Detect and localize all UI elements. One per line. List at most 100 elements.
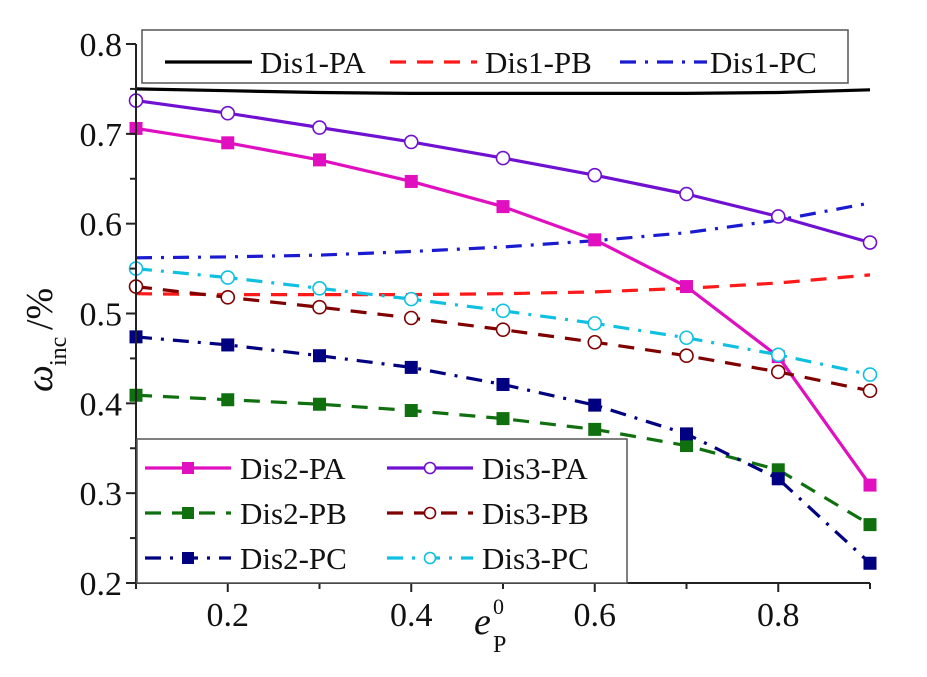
legend-swatch-marker [182, 462, 194, 474]
legend-label: Dis2-PB [240, 496, 347, 531]
legend-entry-dis2-pa: Dis2-PA [145, 451, 346, 486]
legend-entry-dis3-pa: Dis3-PA [387, 451, 588, 486]
data-point [680, 439, 693, 453]
x-tick-label: 0.4 [390, 597, 433, 634]
y-tick-label: 0.4 [80, 386, 123, 423]
x-axis-label-base: e [474, 601, 491, 643]
series-line [135, 201, 871, 260]
legend-top: Dis1-PA Dis1-PB Dis1-PC [141, 29, 849, 84]
series-dis2-pc [129, 330, 877, 570]
data-point [770, 209, 786, 224]
data-point [404, 174, 418, 188]
data-point [588, 398, 602, 412]
x-axis-label-subscript: P [493, 632, 506, 658]
series-layer [128, 87, 878, 570]
y-axis-label-subscript: inc [46, 337, 72, 366]
data-point [404, 360, 418, 374]
y-tick-label: 0.6 [80, 207, 123, 244]
legend-label: Dis2-PC [240, 541, 347, 576]
data-point [679, 348, 694, 364]
data-point [220, 270, 236, 285]
data-point [312, 299, 327, 315]
data-point [679, 330, 694, 346]
data-point [496, 200, 510, 214]
data-point [862, 383, 878, 399]
legend-entry-dis1-pb: Dis1-PB [390, 45, 592, 80]
data-point [863, 556, 877, 570]
data-point [313, 153, 326, 167]
data-point [496, 377, 510, 391]
y-axis-label: ω inc /% [19, 288, 72, 392]
series-line [135, 267, 871, 377]
data-point [863, 478, 877, 492]
legend-label: Dis2-PA [240, 451, 346, 486]
data-point [680, 427, 693, 441]
legend-label: Dis1-PC [710, 45, 817, 80]
data-point [495, 303, 511, 319]
data-point [221, 338, 235, 352]
series-line [135, 87, 871, 96]
data-point [587, 167, 603, 183]
series-line [135, 273, 871, 297]
legend-entry-dis3-pb: Dis3-PB [387, 496, 589, 531]
data-point [495, 150, 511, 166]
y-tick-label: 0.5 [80, 297, 123, 334]
x-tick-label: 0.8 [757, 597, 800, 634]
data-point [313, 349, 326, 363]
y-tick-label: 0.8 [80, 27, 123, 64]
series-dis1-pc [135, 201, 871, 260]
x-tick-label: 0.6 [574, 597, 617, 634]
series-line [135, 99, 871, 245]
data-point [404, 404, 418, 418]
x-axis-label-superscript: 0 [493, 594, 504, 619]
legend-swatch-marker [423, 461, 437, 475]
data-point [862, 235, 878, 250]
data-point [770, 364, 786, 380]
data-point [312, 120, 327, 135]
y-axis-label-suffix: /% [19, 288, 61, 330]
legend-bottom: Dis2-PA Dis3-PA Dis2-PB Dis3-PB Dis2-PC Dis3-… [136, 438, 628, 584]
data-point [496, 412, 510, 426]
data-point [770, 347, 786, 363]
legend-label: Dis3-PA [482, 451, 588, 486]
legend-bottom-box [136, 438, 628, 584]
series-dis1-pb [135, 273, 871, 297]
series-dis3-pa [128, 93, 878, 250]
legend-entry-dis1-pc: Dis1-PC [620, 45, 817, 80]
legend-entry-dis3-pc: Dis3-PC [387, 541, 589, 576]
legend-label: Dis1-PA [260, 45, 366, 80]
data-point [588, 233, 602, 247]
data-point [771, 472, 785, 486]
x-axis-label: e P 0 [474, 594, 506, 658]
y-tick-label: 0.2 [80, 566, 123, 603]
legend-label: Dis3-PC [482, 541, 589, 576]
data-point [313, 397, 326, 411]
legend-entry-dis2-pb: Dis2-PB [145, 496, 347, 531]
legend-label: Dis1-PB [485, 45, 592, 80]
axes: 0.2 0.3 0.4 0.5 0.6 0.7 0.8 0.2 0.4 0.6 0.8 [80, 27, 871, 634]
data-point [680, 280, 693, 294]
data-point [588, 422, 602, 436]
y-axis-label-base: ω [19, 365, 61, 392]
legend-top-box [141, 29, 849, 84]
legend-entry-dis1-pa: Dis1-PA [165, 45, 366, 80]
series-dis2-pa [129, 121, 877, 492]
x-tick-label: 0.2 [207, 597, 250, 634]
series-dis3-pb [128, 279, 878, 399]
data-point [221, 136, 235, 150]
data-point [221, 393, 235, 407]
legend-swatch-marker [423, 551, 437, 565]
y-tick-label: 0.7 [80, 117, 123, 154]
data-point [403, 291, 419, 307]
data-point [863, 518, 877, 532]
legend-label: Dis3-PB [482, 496, 589, 531]
series-line [135, 285, 871, 393]
data-point [403, 310, 419, 326]
data-point [679, 186, 694, 202]
legend-swatch-marker [423, 506, 437, 520]
data-point [220, 105, 236, 121]
series-line [135, 393, 871, 526]
data-point [495, 322, 511, 337]
y-tick-label: 0.3 [80, 476, 123, 513]
